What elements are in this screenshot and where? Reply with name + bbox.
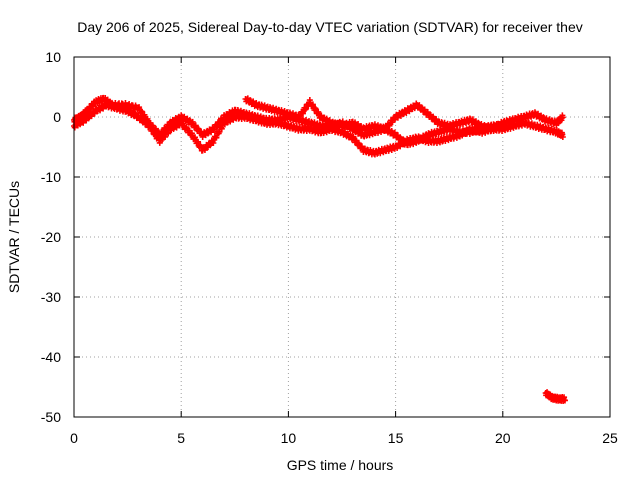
y-tick-label: 0 (53, 109, 61, 125)
y-tick-label: -10 (41, 169, 61, 185)
plot-frame (73, 56, 611, 418)
data-point (561, 397, 568, 404)
x-tick-label: 5 (177, 430, 185, 446)
x-tick-label: 25 (602, 430, 618, 446)
chart-title: Day 206 of 2025, Sidereal Day-to-day VTE… (77, 19, 583, 35)
x-tick-label: 15 (388, 430, 404, 446)
x-tick-label: 10 (281, 430, 297, 446)
y-tick-label: -30 (41, 289, 61, 305)
data-point (559, 114, 566, 121)
data-points (71, 94, 568, 404)
data-point (559, 133, 566, 140)
series-track-D (542, 389, 568, 404)
data-point (499, 121, 506, 128)
y-tick-label: -20 (41, 229, 61, 245)
series-track-C (242, 95, 506, 149)
y-axis-label: SDTVAR / TECUs (6, 181, 22, 293)
y-tick-label: -40 (41, 349, 61, 365)
y-tick-label: 10 (45, 49, 61, 65)
x-tick-label: 20 (495, 430, 511, 446)
axis-ticks: 0 5 10 15 20 25 10 0 -10 -20 -30 -40 -50 (41, 49, 618, 446)
series-track-B (71, 100, 566, 158)
y-tick-label: -50 (41, 409, 61, 425)
x-axis-label: GPS time / hours (287, 457, 394, 473)
x-tick-label: 0 (70, 430, 78, 446)
